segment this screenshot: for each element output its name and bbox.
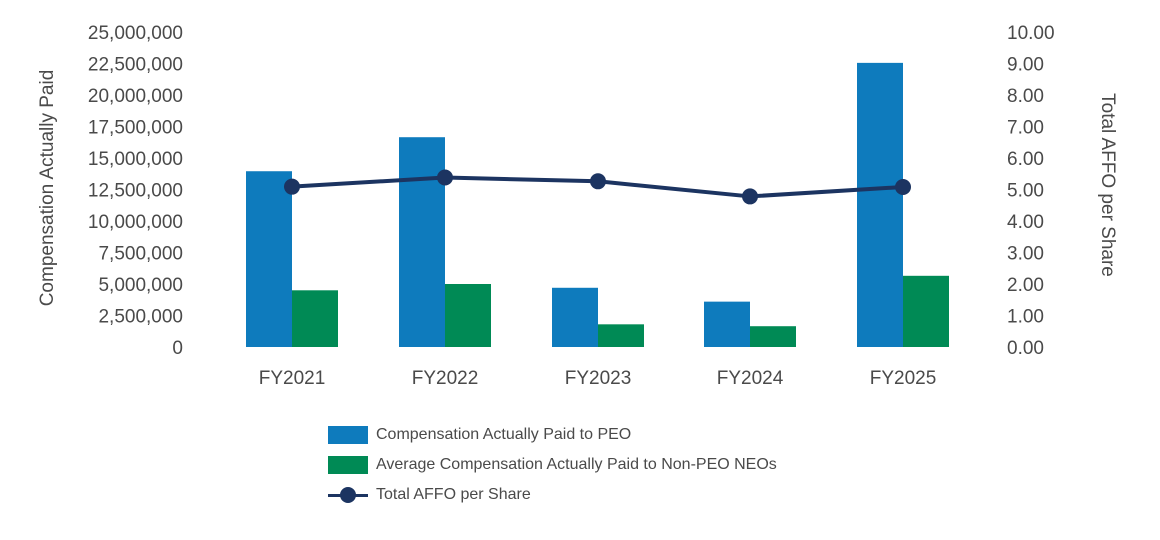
bars [246, 62, 949, 348]
affo-point-fy2025 [895, 178, 911, 195]
right-tick-label: 6.00 [1007, 149, 1044, 170]
bar-neo-fy2025 [903, 275, 949, 347]
left-axis-ticks: 0 2,500,000 5,000,000 7,500,000 10,000,000 12… [88, 23, 183, 359]
chart: 0 2,500,000 5,000,000 7,500,000 10,000,000 12… [37, 23, 1118, 389]
category-label: FY2021 [259, 368, 326, 389]
legend-swatch-neo [328, 456, 368, 474]
left-tick-label: 2,500,000 [98, 307, 183, 328]
legend: Compensation Actually Paid to PEO Averag… [328, 420, 777, 510]
right-tick-label: 0.00 [1007, 338, 1044, 359]
category-label: FY2022 [412, 368, 479, 389]
category-label: FY2024 [717, 368, 784, 389]
affo-point-fy2021 [284, 178, 300, 195]
left-tick-label: 25,000,000 [88, 23, 183, 44]
left-tick-label: 17,500,000 [88, 118, 183, 139]
legend-label-affo: Total AFFO per Share [376, 486, 531, 503]
left-tick-label: 10,000,000 [88, 212, 183, 233]
bar-peo-fy2022 [399, 137, 445, 347]
legend-label-peo: Compensation Actually Paid to PEO [376, 426, 632, 443]
right-tick-label: 8.00 [1007, 86, 1044, 107]
right-axis-ticks: 0.00 1.00 2.00 3.00 4.00 5.00 6.00 7.00 8.00 9.00… [1007, 23, 1055, 359]
category-label: FY2023 [565, 368, 632, 389]
category-labels: FY2021 FY2022 FY2023 FY2024 FY2025 [259, 368, 937, 389]
left-tick-label: 12,500,000 [88, 181, 183, 202]
legend-swatch-peo [328, 426, 368, 444]
left-tick-label: 5,000,000 [98, 275, 183, 296]
bar-neo-fy2024 [750, 326, 796, 347]
right-tick-label: 1.00 [1007, 307, 1044, 328]
legend-item-neo: Average Compensation Actually Paid to No… [328, 450, 777, 480]
left-axis-title: Compensation Actually Paid [37, 70, 58, 307]
left-tick-label: 7,500,000 [98, 244, 183, 265]
left-tick-label: 20,000,000 [88, 86, 183, 107]
bar-peo-fy2025 [857, 62, 903, 348]
right-tick-label: 2.00 [1007, 275, 1044, 296]
bar-neo-fy2022 [445, 284, 491, 347]
legend-item-affo: Total AFFO per Share [328, 480, 777, 510]
bar-peo-fy2023 [552, 287, 598, 347]
right-tick-label: 3.00 [1007, 244, 1044, 265]
right-tick-label: 4.00 [1007, 212, 1044, 233]
category-label: FY2025 [870, 368, 937, 389]
legend-label-neo: Average Compensation Actually Paid to No… [376, 456, 777, 473]
right-tick-label: 9.00 [1007, 55, 1044, 76]
right-tick-label: 10.00 [1007, 23, 1055, 44]
left-tick-label: 0 [172, 338, 183, 359]
legend-item-peo: Compensation Actually Paid to PEO [328, 420, 777, 450]
legend-line-marker [328, 486, 368, 504]
affo-line-layer [284, 169, 911, 205]
left-tick-label: 22,500,000 [88, 55, 183, 76]
bar-neo-fy2023 [598, 324, 644, 347]
left-tick-label: 15,000,000 [88, 149, 183, 170]
affo-point-fy2022 [437, 169, 453, 186]
bar-neo-fy2021 [292, 290, 338, 347]
right-tick-label: 7.00 [1007, 118, 1044, 139]
affo-point-fy2023 [590, 173, 606, 190]
affo-point-fy2024 [742, 188, 758, 205]
bar-peo-fy2021 [246, 171, 292, 347]
bar-peo-fy2024 [704, 301, 750, 347]
right-axis-title: Total AFFO per Share [1097, 93, 1118, 277]
right-tick-label: 5.00 [1007, 181, 1044, 202]
